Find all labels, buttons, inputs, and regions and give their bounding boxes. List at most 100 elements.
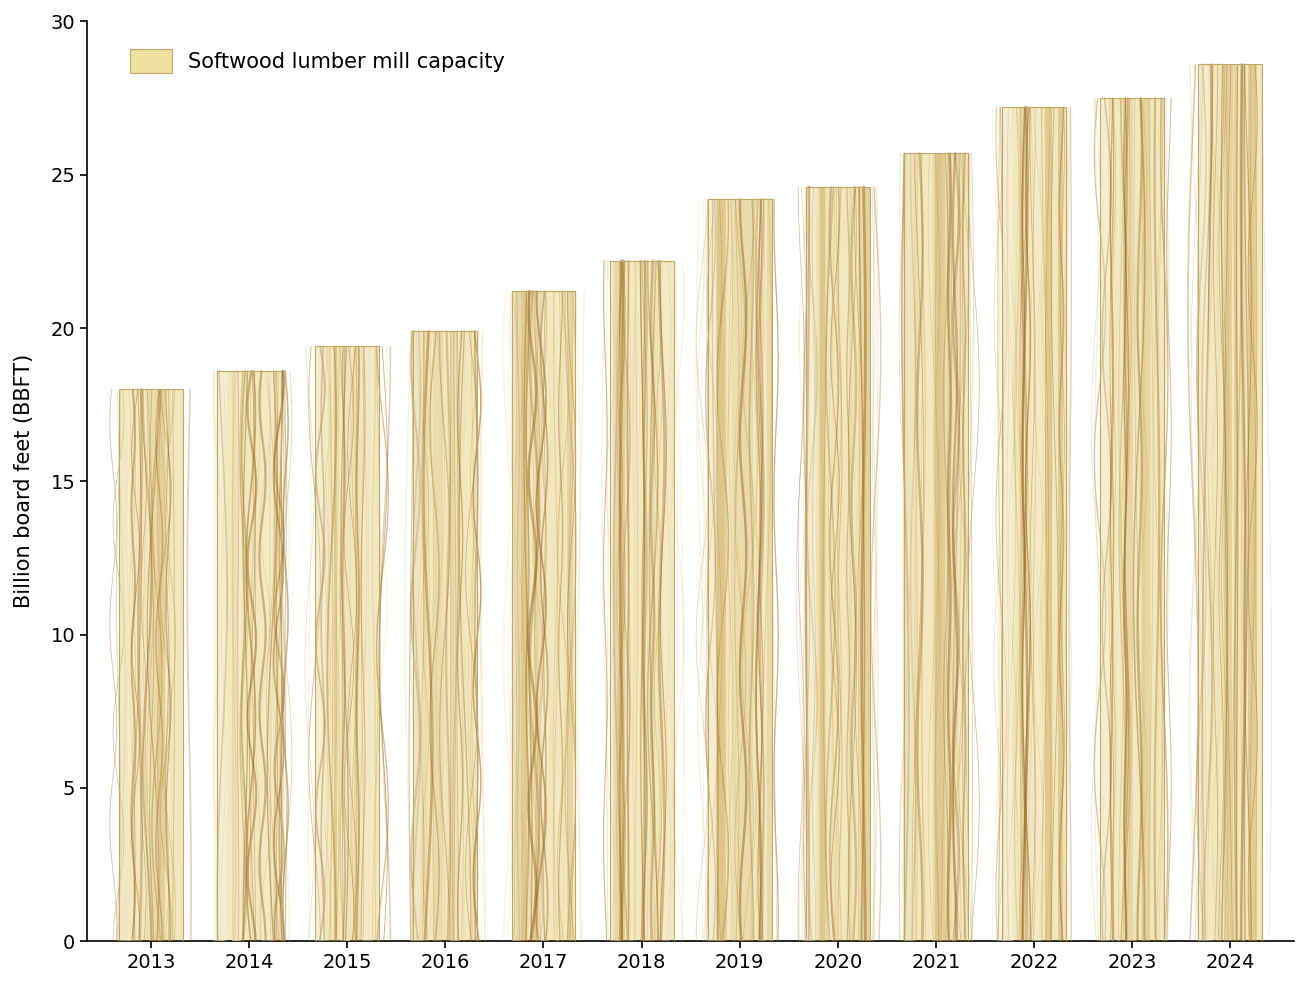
Bar: [1125, 98, 1133, 942]
Bar: [345, 346, 349, 942]
Bar: [613, 260, 625, 942]
Bar: [413, 331, 422, 942]
Bar: [1032, 107, 1041, 942]
Bar: [315, 346, 379, 942]
Bar: [344, 346, 351, 942]
Bar: [413, 331, 477, 942]
Bar: [998, 107, 1006, 942]
Bar: [803, 187, 814, 942]
Bar: [1235, 64, 1237, 942]
Bar: [232, 371, 241, 942]
Bar: [820, 187, 825, 942]
Bar: [1058, 107, 1063, 942]
Bar: [1100, 98, 1164, 942]
Bar: [610, 260, 674, 942]
Bar: [119, 389, 183, 942]
Bar: [455, 331, 459, 942]
Bar: [1002, 107, 1012, 942]
Bar: [1241, 64, 1245, 942]
Bar: [262, 371, 273, 942]
Bar: [542, 291, 548, 942]
Bar: [451, 331, 459, 942]
Bar: [743, 199, 753, 942]
Bar: [315, 346, 324, 942]
Bar: [717, 199, 726, 942]
Bar: [167, 389, 171, 942]
Bar: [450, 331, 455, 942]
Bar: [1142, 98, 1146, 942]
Bar: [708, 199, 772, 942]
Bar: [217, 371, 281, 942]
Bar: [1248, 64, 1257, 942]
Bar: [1117, 98, 1120, 942]
Bar: [119, 389, 128, 942]
Bar: [1142, 98, 1151, 942]
Bar: [217, 371, 281, 942]
Bar: [806, 187, 870, 942]
Bar: [1241, 64, 1247, 942]
Bar: [1198, 64, 1209, 942]
Bar: [610, 260, 619, 942]
Bar: [535, 291, 543, 942]
Bar: [904, 153, 968, 942]
Bar: [362, 346, 373, 942]
Bar: [157, 389, 165, 942]
Bar: [513, 291, 517, 942]
Bar: [708, 199, 772, 942]
Bar: [335, 346, 337, 942]
Bar: [511, 291, 576, 942]
Bar: [511, 291, 521, 942]
Bar: [1100, 98, 1164, 942]
Bar: [933, 153, 942, 942]
Bar: [415, 331, 426, 942]
Bar: [628, 260, 633, 942]
Bar: [644, 260, 654, 942]
Bar: [213, 371, 224, 942]
Bar: [315, 346, 379, 942]
Bar: [1198, 64, 1262, 942]
Bar: [454, 331, 460, 942]
Bar: [1100, 98, 1110, 942]
Bar: [849, 187, 852, 942]
Bar: [806, 187, 870, 942]
Bar: [904, 153, 968, 942]
Bar: [1020, 107, 1023, 942]
Bar: [568, 291, 573, 942]
Legend: Softwood lumber mill capacity: Softwood lumber mill capacity: [122, 41, 514, 82]
Bar: [935, 153, 944, 942]
Bar: [133, 389, 141, 942]
Bar: [1198, 64, 1262, 942]
Bar: [128, 389, 135, 942]
Bar: [556, 291, 559, 942]
Bar: [433, 331, 442, 942]
Bar: [1224, 64, 1232, 942]
Bar: [615, 260, 620, 942]
Bar: [413, 331, 477, 942]
Bar: [766, 199, 772, 942]
Bar: [234, 371, 242, 942]
Bar: [904, 153, 908, 942]
Bar: [662, 260, 670, 942]
Bar: [1006, 107, 1014, 942]
Bar: [650, 260, 655, 942]
Bar: [818, 187, 825, 942]
Bar: [119, 389, 128, 942]
Bar: [610, 260, 674, 942]
Bar: [904, 153, 914, 942]
Bar: [271, 371, 277, 942]
Bar: [119, 389, 183, 942]
Bar: [757, 199, 766, 942]
Bar: [517, 291, 527, 942]
Bar: [806, 187, 815, 942]
Bar: [1207, 64, 1214, 942]
Bar: [149, 389, 157, 942]
Bar: [858, 187, 870, 942]
Bar: [320, 346, 330, 942]
Bar: [715, 199, 725, 942]
Bar: [1045, 107, 1052, 942]
Bar: [1125, 98, 1134, 942]
Bar: [1002, 107, 1066, 942]
Bar: [340, 346, 351, 942]
Bar: [708, 199, 717, 942]
Bar: [865, 187, 871, 942]
